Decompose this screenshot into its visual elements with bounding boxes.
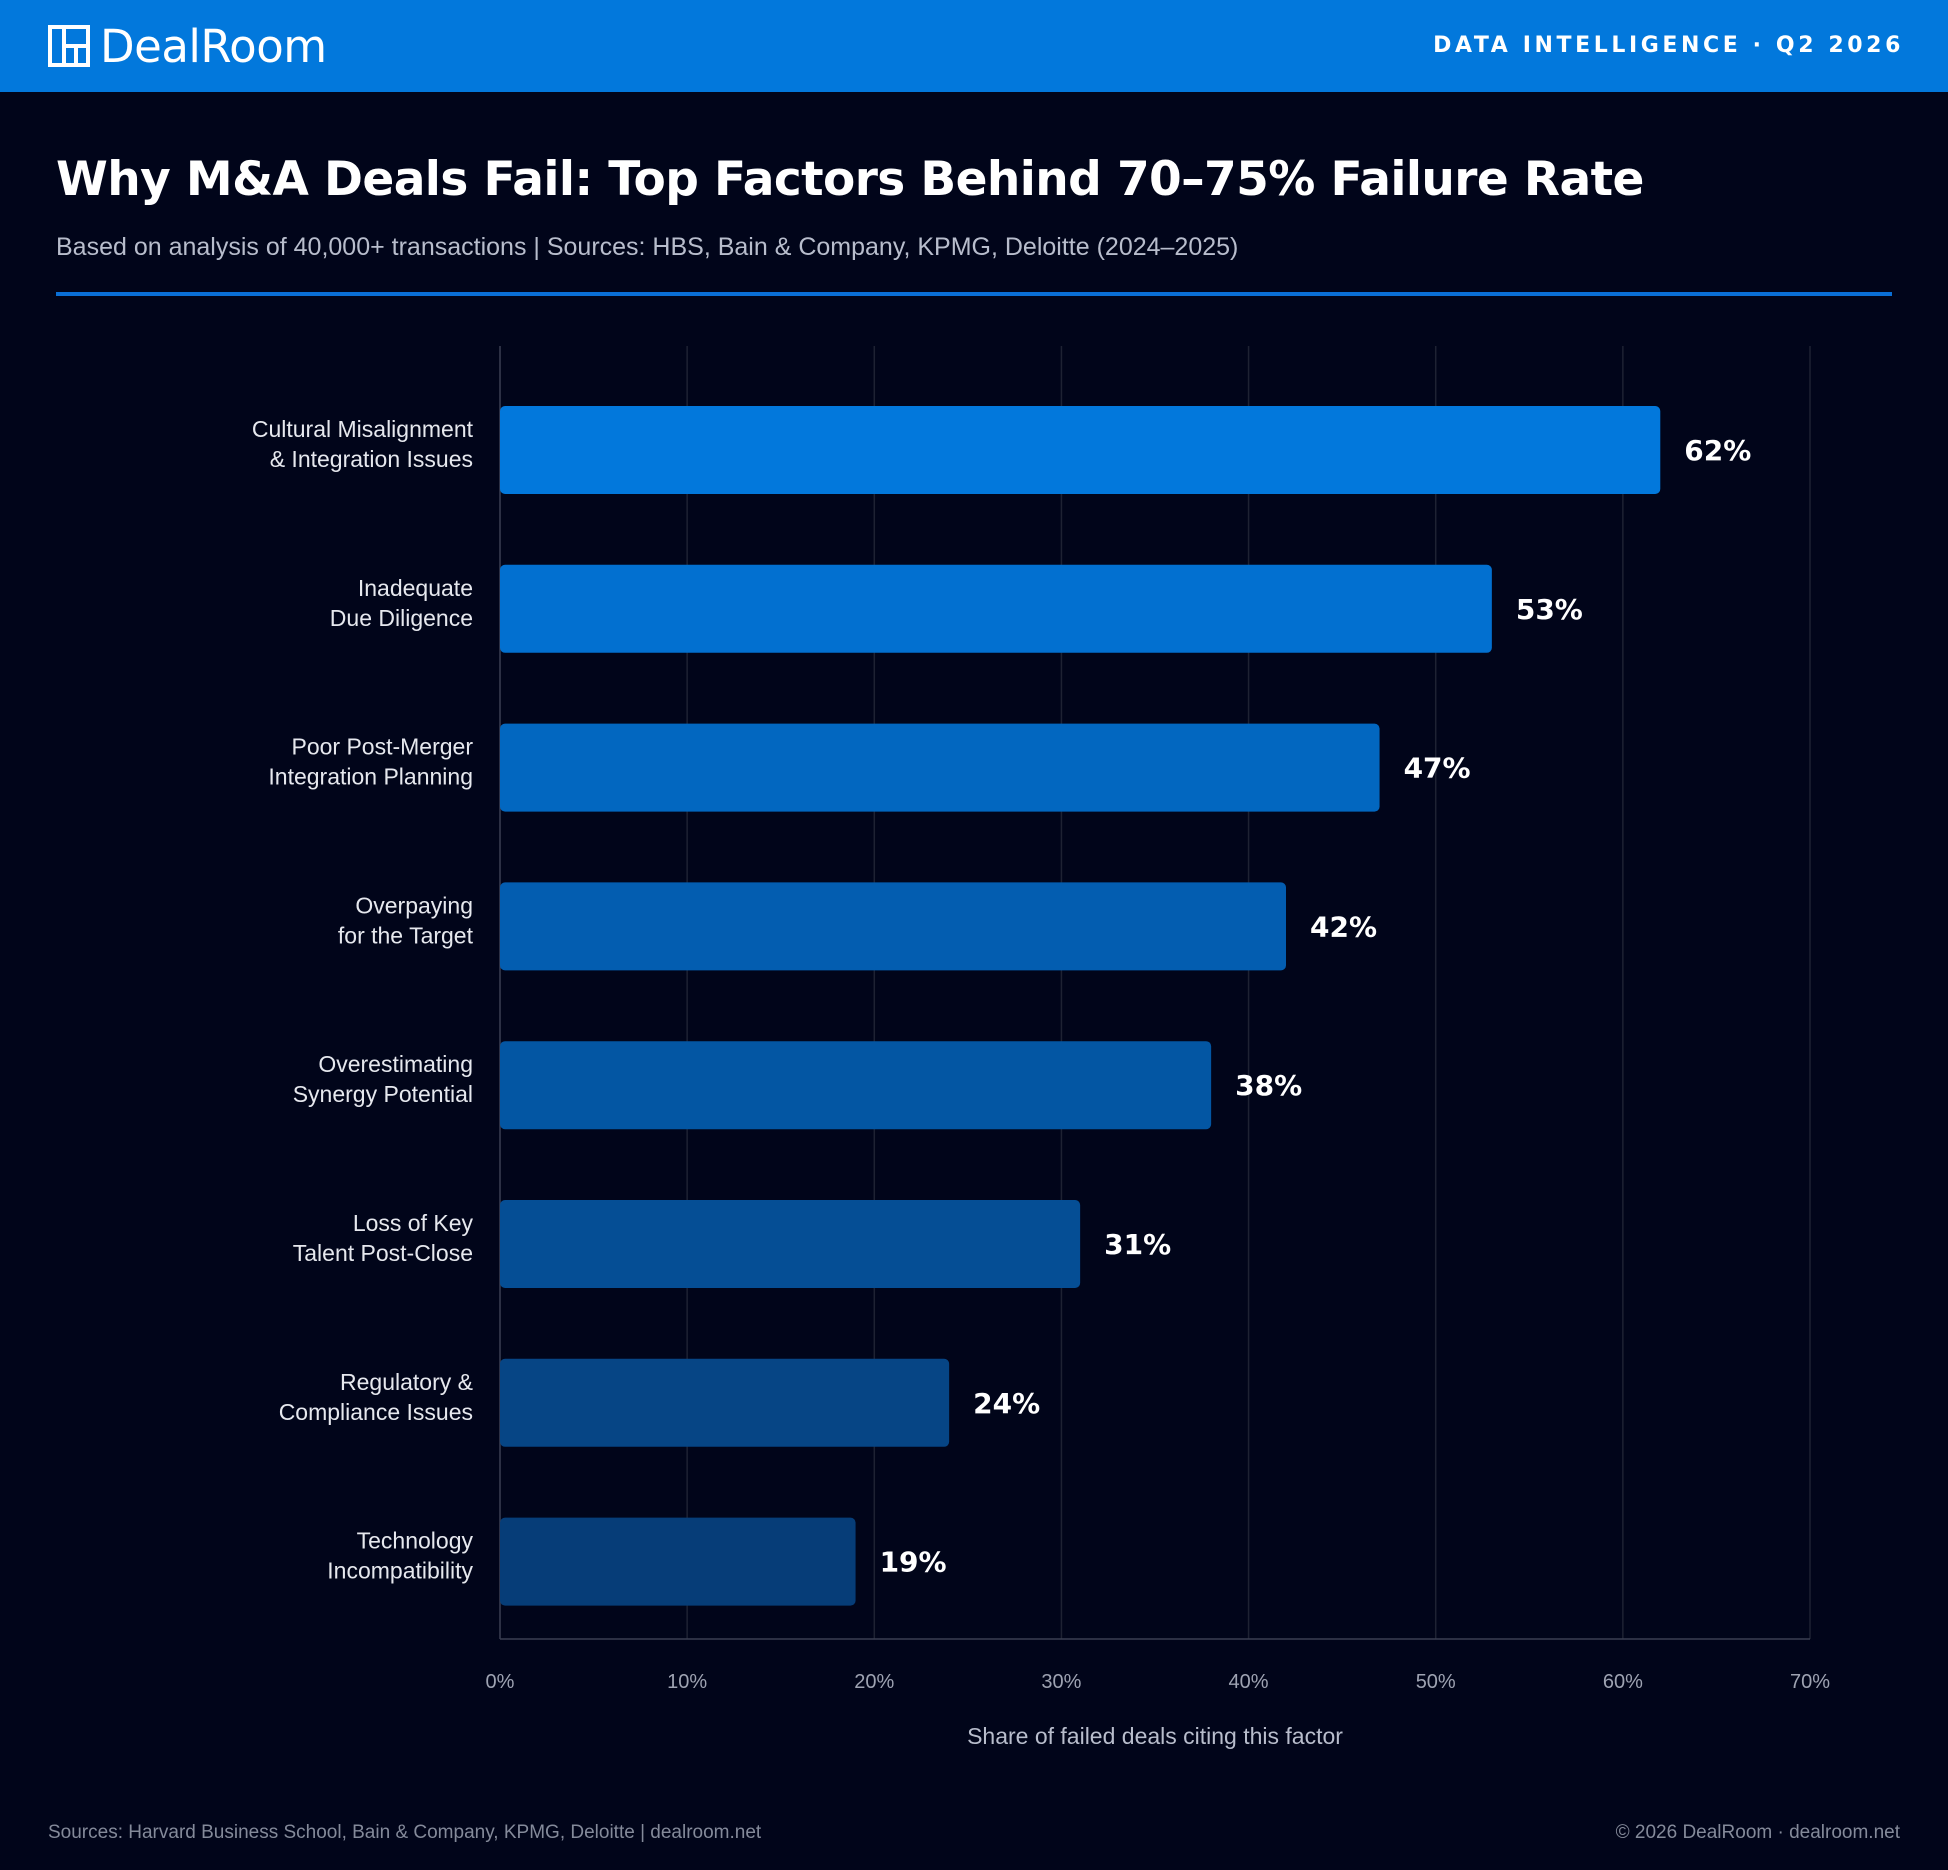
category-label: Loss of Key	[353, 1210, 474, 1236]
bar-value-label: 19%	[880, 1546, 947, 1579]
x-tick-label: 70%	[1790, 1671, 1830, 1693]
category-label: Integration Planning	[268, 764, 473, 790]
chart-subtitle: Based on analysis of 40,000+ transaction…	[56, 233, 1239, 261]
footer-copyright: © 2026 DealRoom · dealroom.net	[1615, 1822, 1900, 1843]
x-tick-label: 40%	[1229, 1671, 1269, 1693]
x-tick-label: 30%	[1041, 1671, 1081, 1693]
bar	[500, 406, 1661, 494]
category-label: Regulatory &	[340, 1369, 473, 1395]
brand-logo[interactable]: DealRoom	[48, 20, 327, 73]
bar-value-label: 42%	[1310, 910, 1377, 943]
bar	[500, 564, 1492, 653]
x-tick-label: 0%	[486, 1671, 515, 1693]
category-label: & Integration Issues	[270, 446, 473, 472]
x-tick-label: 60%	[1603, 1671, 1643, 1693]
header-bar: DealRoom DATA INTELLIGENCE · Q2 2026	[0, 0, 1948, 92]
bar-value-label: 53%	[1516, 593, 1583, 626]
category-label: Poor Post-Merger	[291, 734, 473, 760]
x-tick-label: 10%	[667, 1671, 707, 1693]
bar	[500, 1358, 950, 1447]
category-label: Synergy Potential	[293, 1081, 473, 1107]
bar	[500, 1517, 856, 1606]
category-label: Overestimating	[318, 1051, 473, 1077]
bar	[500, 1041, 1212, 1130]
footer-sources: Sources: Harvard Business School, Bain &…	[48, 1822, 762, 1843]
bar	[500, 1200, 1081, 1288]
bar-value-label: 24%	[973, 1387, 1040, 1420]
category-label: Inadequate	[358, 575, 473, 601]
category-label: Compliance Issues	[279, 1399, 473, 1425]
bar-value-label: 62%	[1684, 434, 1751, 467]
x-tick-label: 50%	[1416, 1671, 1456, 1693]
bar	[500, 882, 1286, 971]
grid-building-icon	[48, 25, 90, 67]
x-axis-label: Share of failed deals citing this factor	[967, 1723, 1343, 1749]
x-tick-label: 20%	[854, 1671, 894, 1693]
bar	[500, 723, 1380, 812]
brand-name: DealRoom	[100, 19, 327, 73]
category-label: Overpaying	[355, 892, 473, 918]
bar-value-label: 31%	[1104, 1228, 1171, 1261]
category-label: for the Target	[338, 922, 474, 948]
bar-value-label: 47%	[1404, 752, 1471, 785]
category-label: Cultural Misalignment	[252, 416, 474, 442]
category-label: Due Diligence	[330, 605, 473, 631]
category-label: Incompatibility	[327, 1558, 473, 1584]
title-divider	[56, 292, 1892, 296]
chart-title: Why M&A Deals Fail: Top Factors Behind 7…	[56, 152, 1644, 207]
header-tagline: DATA INTELLIGENCE · Q2 2026	[1433, 33, 1904, 58]
category-label: Technology	[357, 1528, 474, 1554]
category-label: Talent Post-Close	[293, 1240, 473, 1266]
bar-value-label: 38%	[1235, 1069, 1302, 1102]
